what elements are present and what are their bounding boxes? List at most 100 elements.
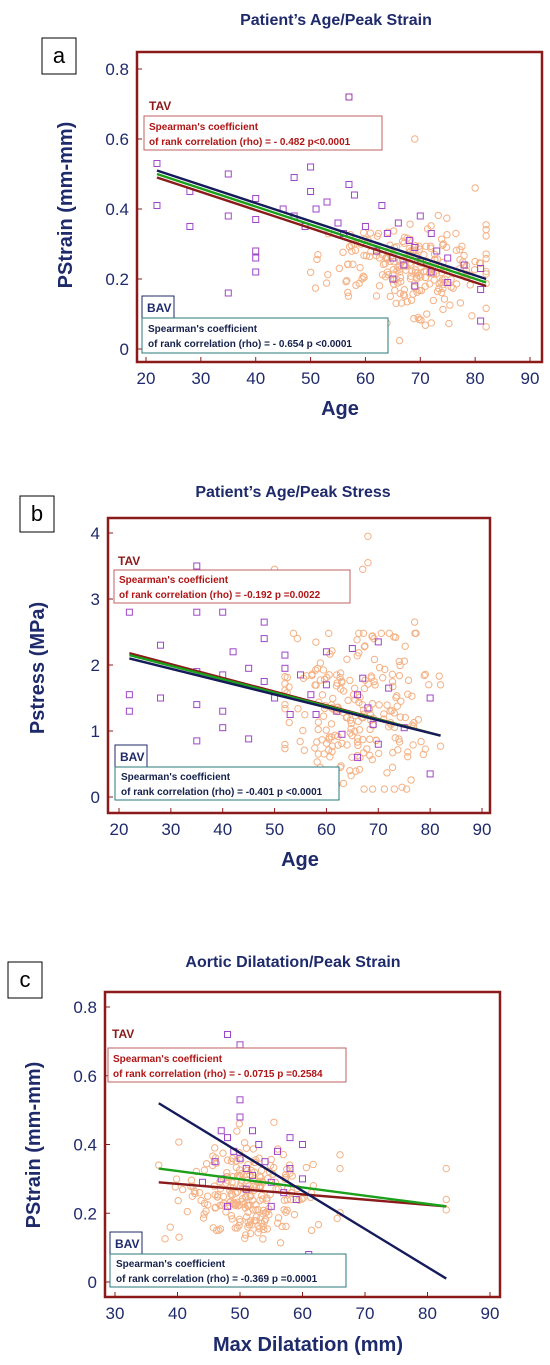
panel-b-bav-tag: BAV: [120, 750, 144, 764]
tav-point: [324, 270, 332, 279]
tav-point: [211, 1203, 220, 1212]
panel-b-ticks: 20 30 40 50 60 70 80 90 0 1 2 3 4: [91, 524, 492, 839]
bav-point: [224, 212, 232, 220]
tav-point: [403, 752, 412, 761]
tav-point: [396, 289, 404, 298]
tav-point: [234, 1202, 242, 1210]
tav-point: [161, 1235, 169, 1243]
tav-point: [245, 1221, 254, 1229]
tav-point: [400, 292, 409, 300]
bav-point: [444, 279, 452, 286]
bav-point: [224, 289, 232, 297]
x-tick-label: 80: [421, 820, 440, 839]
x-tick-label: 90: [481, 1304, 500, 1323]
tav-point: [228, 1215, 236, 1223]
tav-point: [413, 275, 421, 283]
x-tick-label: 40: [168, 1304, 187, 1323]
tav-point: [263, 1196, 271, 1204]
tav-point: [368, 785, 377, 793]
y-tick-label: 0.8: [73, 998, 97, 1017]
x-tick-label: 50: [301, 369, 320, 388]
panel-c-letter-box: [7, 961, 43, 999]
tav-point: [254, 1228, 262, 1237]
tav-point: [313, 758, 321, 766]
panel-b-tav-line1: Spearman's coefficient: [119, 575, 229, 586]
bav-point: [345, 93, 353, 101]
tav-point: [442, 1206, 450, 1214]
tav-point: [314, 251, 322, 259]
tav-point: [344, 260, 352, 269]
tav-point: [281, 704, 289, 713]
tav-point: [172, 1175, 181, 1183]
tav-point: [240, 1139, 249, 1147]
bav-point: [427, 230, 435, 237]
bav-point: [400, 261, 408, 269]
x-tick-label: 80: [466, 369, 485, 388]
tav-point: [281, 740, 289, 749]
tav-point: [371, 681, 379, 689]
tav-point: [313, 664, 322, 673]
tav-point: [396, 268, 404, 276]
x-tick-label: 20: [110, 820, 129, 839]
panel-c-xlabel: Max Dilatation (mm): [213, 1334, 403, 1356]
x-tick-label: 20: [137, 369, 156, 388]
tav-point: [352, 281, 360, 289]
tav-point: [325, 746, 333, 754]
tav-point: [235, 1149, 243, 1157]
x-tick-label: 60: [293, 1304, 312, 1323]
tav-point: [439, 280, 447, 289]
tav-point: [399, 290, 408, 299]
tav-point: [404, 748, 412, 756]
x-tick-label: 30: [106, 1304, 125, 1323]
panel-c-letter: c: [20, 967, 31, 992]
y-tick-label: 3: [91, 590, 100, 609]
tav-point: [336, 1151, 344, 1159]
bav-point: [433, 247, 441, 255]
panel-b-tav-stat-box: [113, 569, 351, 604]
bav-point: [125, 608, 133, 616]
tav-point: [336, 1164, 344, 1173]
tav-point: [358, 275, 366, 283]
tav-point: [175, 1233, 183, 1241]
tav-point: [344, 292, 353, 300]
tav-point: [406, 235, 415, 244]
bav-point: [252, 216, 260, 223]
bav-point: [312, 205, 320, 213]
tav-point: [389, 280, 398, 288]
tav-point: [325, 671, 333, 679]
tav-point: [482, 304, 490, 313]
tav-point: [204, 1201, 212, 1209]
tav-point: [482, 323, 490, 331]
tav-point: [439, 284, 447, 293]
tav-point: [411, 629, 419, 638]
x-tick-label: 40: [246, 369, 265, 388]
tav-point: [388, 763, 397, 772]
tav-point: [361, 676, 369, 684]
tav-point: [372, 736, 380, 744]
tav-point: [409, 741, 417, 749]
tav-point: [322, 279, 331, 287]
tav-point: [368, 755, 377, 764]
tav-point: [436, 681, 445, 689]
bav-point: [369, 720, 377, 728]
tav-point: [381, 665, 389, 674]
tav-point: [364, 532, 372, 540]
tav-point: [229, 1172, 237, 1181]
tav-point: [408, 692, 416, 700]
bav-point: [394, 219, 402, 227]
tav-point: [445, 319, 453, 328]
tav-point: [410, 718, 418, 727]
tav-point: [372, 292, 381, 300]
tav-point: [242, 1213, 251, 1221]
tav-point: [348, 247, 356, 255]
tav-point: [355, 649, 363, 657]
tav-point: [429, 270, 438, 278]
tav-point: [302, 1163, 311, 1172]
panel-c-bav-stat-box: [109, 1253, 347, 1288]
tav-point: [404, 676, 413, 685]
tav-point: [338, 677, 346, 685]
tav-point: [350, 727, 359, 735]
tav-point: [241, 1231, 250, 1239]
tav-point: [249, 1196, 257, 1204]
tav-point: [223, 1156, 232, 1164]
